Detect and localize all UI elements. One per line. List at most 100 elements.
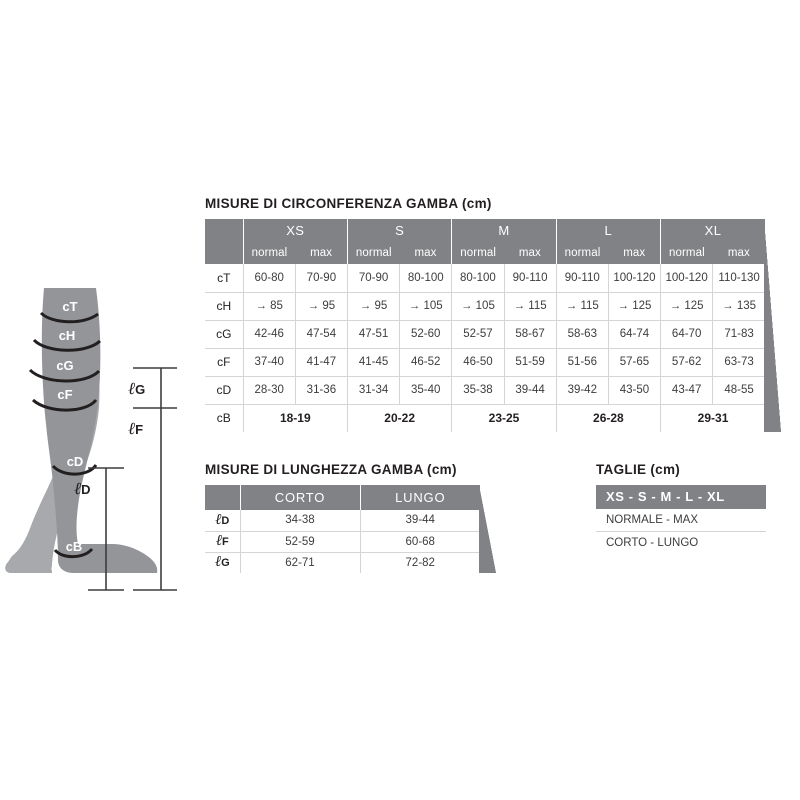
header-size-m: M <box>451 219 557 242</box>
length-header-row: CORTO LUNGO <box>205 485 480 510</box>
table-row: cG 42-46 47-54 47-51 52-60 52-57 58-67 5… <box>205 320 765 349</box>
row-label-cG: cG <box>205 320 244 349</box>
subheader-xl-max: max <box>712 242 765 264</box>
cell-cH-s-max: → 105 <box>399 292 452 321</box>
cell-lF-lungo: 60-68 <box>359 531 480 553</box>
cell-cD-l-max: 43-50 <box>607 376 661 405</box>
subheader-l-normal: normal <box>556 242 609 264</box>
cell-lD-corto: 34-38 <box>239 510 360 532</box>
length-label-group: ℓG ℓF ℓD <box>74 379 145 498</box>
cell-cD-xs-normal: 28-30 <box>242 376 296 405</box>
leg-measurement-diagram: cT cH cG cF cD cB <box>0 278 195 598</box>
row-label-lF: ℓF <box>205 531 240 553</box>
length-ruler <box>88 367 177 591</box>
cell-cD-s-normal: 31-34 <box>346 376 400 405</box>
table-row: cH → 85 → 95 → 95 → 105 → 105 → 115 → 11… <box>205 292 765 321</box>
cell-cB-l: 26-28 <box>555 404 661 432</box>
label-lD: ℓD <box>74 479 90 498</box>
cell-lF-corto: 52-59 <box>239 531 360 553</box>
label-cH: cH <box>59 328 76 343</box>
cell-cD-xl-normal: 43-47 <box>660 376 713 405</box>
subheader-xs-max: max <box>295 242 348 264</box>
cell-cB-xl: 29-31 <box>660 404 765 432</box>
row-label-cD: cD <box>205 376 244 405</box>
length-title: MISURE DI LUNGHEZZA GAMBA (cm) <box>205 462 457 477</box>
cell-cT-l-normal: 90-110 <box>555 264 609 293</box>
table-row: cT 60-80 70-90 70-90 80-100 80-100 90-11… <box>205 264 765 293</box>
header-size-s: S <box>347 219 453 242</box>
subheader-m-normal: normal <box>451 242 504 264</box>
length-header-lungo: LUNGO <box>360 485 480 510</box>
subheader-s-max: max <box>399 242 453 264</box>
back-foot-shape <box>9 566 53 573</box>
length-section: MISURE DI LUNGHEZZA GAMBA (cm) CORTO LUN… <box>205 462 496 573</box>
cell-cH-s-normal: → 95 <box>346 292 400 321</box>
cell-cF-xs-max: 41-47 <box>294 348 348 377</box>
header-size-xl: XL <box>660 219 765 242</box>
size-header-row: XS S M L XL <box>205 219 765 264</box>
cell-cB-m: 23-25 <box>451 404 557 432</box>
table-row: cF 37-40 41-47 41-45 46-52 46-50 51-59 5… <box>205 348 765 377</box>
cell-cG-s-max: 52-60 <box>399 320 452 349</box>
cell-cT-xs-normal: 60-80 <box>242 264 296 293</box>
circumference-table-wrap: XS S M L XL normal max normal max normal… <box>205 219 781 432</box>
length-header-slant-tail <box>479 485 496 573</box>
row-label-lD: ℓD <box>205 510 240 532</box>
front-leg-shape <box>41 288 158 573</box>
cell-cG-s-normal: 47-51 <box>346 320 400 349</box>
row-label-lG: ℓG <box>214 554 230 571</box>
sizes-band: XS - S - M - L - XL <box>596 485 766 509</box>
cell-cT-xl-normal: 100-120 <box>660 264 713 293</box>
cell-cF-xl-normal: 57-62 <box>660 348 713 377</box>
length-table: CORTO LUNGO ℓD 34-38 39-44 ℓF 52-59 60-6… <box>205 485 480 573</box>
cell-cH-m-max: → 115 <box>503 292 557 321</box>
row-label-cH: cH <box>205 292 244 321</box>
subheader-xl-normal: normal <box>660 242 713 264</box>
cell-cT-m-normal: 80-100 <box>451 264 504 293</box>
cell-cD-m-normal: 35-38 <box>451 376 504 405</box>
cell-cD-l-normal: 39-42 <box>555 376 609 405</box>
cell-cH-m-normal: → 105 <box>451 292 504 321</box>
cell-cG-l-max: 64-74 <box>607 320 661 349</box>
cell-lG-corto: 62-71 <box>239 552 360 573</box>
label-cF: cF <box>57 387 72 402</box>
cell-lG-lungo: 72-82 <box>359 552 480 573</box>
circumference-bands <box>28 311 102 559</box>
table-row: cD 28-30 31-36 31-34 35-40 35-38 39-44 3… <box>205 376 765 405</box>
cell-cD-xl-max: 48-55 <box>712 376 765 405</box>
length-header-corto: CORTO <box>240 485 361 510</box>
length-header-corner-blank <box>205 485 241 510</box>
cell-cH-xl-max: → 135 <box>712 292 765 321</box>
cell-cD-xs-max: 31-36 <box>294 376 348 405</box>
cell-cF-xs-normal: 37-40 <box>242 348 296 377</box>
table-row: ℓD 34-38 39-44 <box>205 510 480 532</box>
cell-cB-xs: 18-19 <box>242 404 348 432</box>
table-row: ℓG 62-71 72-82 <box>205 552 480 573</box>
header-slant-tail <box>764 219 781 432</box>
cell-cT-xs-max: 70-90 <box>294 264 348 293</box>
cell-cH-l-normal: → 115 <box>555 292 609 321</box>
cell-cT-l-max: 100-120 <box>607 264 661 293</box>
cell-cF-l-max: 57-65 <box>607 348 661 377</box>
cell-cG-m-max: 58-67 <box>503 320 557 349</box>
circumference-title: MISURE DI CIRCONFERENZA GAMBA (cm) <box>205 196 492 211</box>
cell-cD-m-max: 39-44 <box>503 376 557 405</box>
subheader-m-max: max <box>504 242 557 264</box>
cell-cG-xs-normal: 42-46 <box>242 320 296 349</box>
sizes-row-corto-lungo: CORTO - LUNGO <box>606 537 699 549</box>
sizes-row-normale-max: NORMALE - MAX <box>596 509 766 532</box>
circumference-table-body: cT 60-80 70-90 70-90 80-100 80-100 90-11… <box>205 264 765 432</box>
cell-cF-m-normal: 46-50 <box>451 348 504 377</box>
cell-cG-m-normal: 52-57 <box>451 320 504 349</box>
row-label-cF: cF <box>205 348 244 377</box>
cell-cG-xl-max: 71-83 <box>712 320 765 349</box>
circumference-table: XS S M L XL normal max normal max normal… <box>205 219 765 432</box>
subheader-l-max: max <box>608 242 662 264</box>
header-size-xs: XS <box>243 219 348 242</box>
cell-cG-xs-max: 47-54 <box>294 320 348 349</box>
cell-cB-s: 20-22 <box>346 404 452 432</box>
subheader-s-normal: normal <box>347 242 400 264</box>
subheader-xs-normal: normal <box>243 242 296 264</box>
cell-cH-l-max: → 125 <box>607 292 661 321</box>
